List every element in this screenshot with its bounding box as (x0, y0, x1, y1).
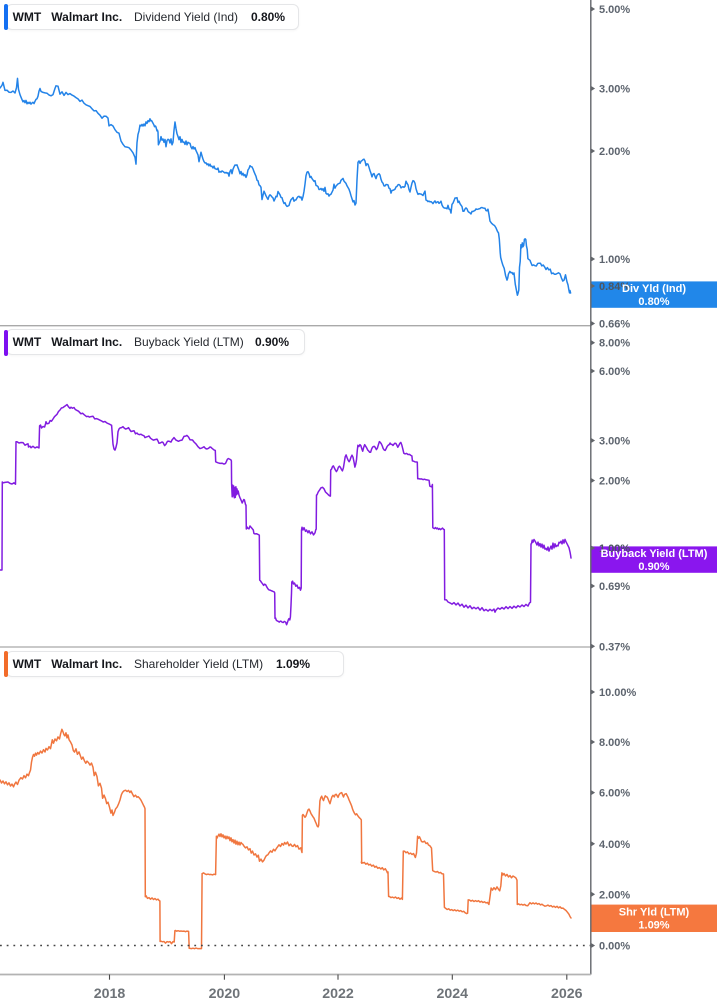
svg-text:2.00%: 2.00% (599, 146, 630, 158)
svg-text:2.00%: 2.00% (599, 476, 630, 488)
svg-text:Buyback Yield (LTM): Buyback Yield (LTM) (601, 548, 708, 560)
svg-text:0.00%: 0.00% (599, 941, 630, 953)
svg-text:1.00%: 1.00% (599, 543, 630, 555)
svg-text:0.80%: 0.80% (638, 296, 669, 308)
svg-text:10.00%: 10.00% (599, 687, 637, 699)
svg-text:5.00%: 5.00% (599, 4, 630, 16)
svg-text:3.00%: 3.00% (599, 84, 630, 96)
svg-text:8.00%: 8.00% (599, 338, 630, 350)
svg-text:0.90%: 0.90% (638, 561, 669, 573)
svg-text:0.66%: 0.66% (599, 319, 630, 331)
svg-text:3.00%: 3.00% (599, 436, 630, 448)
svg-text:0.84%: 0.84% (599, 281, 630, 293)
svg-text:Shr Yld (LTM): Shr Yld (LTM) (619, 907, 690, 919)
svg-text:2022: 2022 (322, 986, 354, 1002)
svg-text:2.00%: 2.00% (599, 889, 630, 901)
svg-text:Div Yld (Ind): Div Yld (Ind) (622, 283, 686, 295)
svg-text:0.37%: 0.37% (599, 641, 630, 653)
svg-text:2020: 2020 (209, 986, 241, 1002)
svg-text:4.00%: 4.00% (599, 839, 630, 851)
svg-text:1.09%: 1.09% (638, 920, 669, 932)
svg-text:2018: 2018 (94, 986, 126, 1002)
svg-text:2026: 2026 (551, 986, 583, 1002)
svg-text:2024: 2024 (437, 986, 469, 1002)
svg-text:8.00%: 8.00% (599, 737, 630, 749)
svg-text:0.69%: 0.69% (599, 581, 630, 593)
svg-text:6.00%: 6.00% (599, 788, 630, 800)
svg-text:6.00%: 6.00% (599, 366, 630, 378)
svg-text:1.00%: 1.00% (599, 254, 630, 266)
